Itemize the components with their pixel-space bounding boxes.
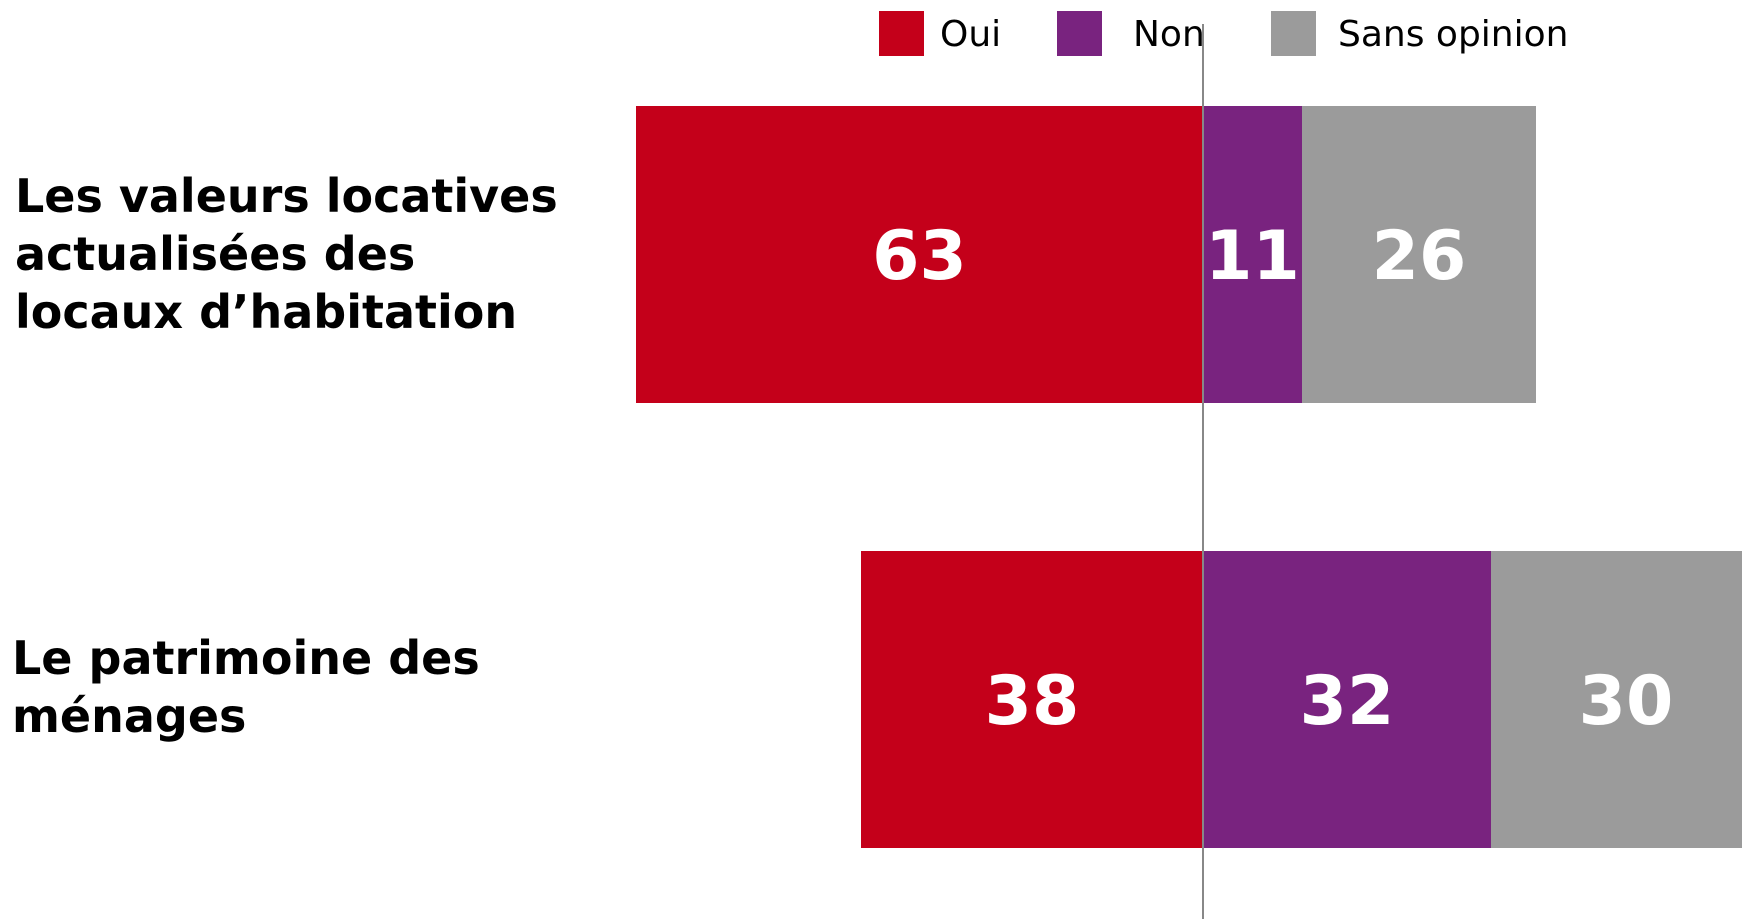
category-label: Le patrimoine des ménages: [12, 631, 480, 743]
bar-segment: [861, 551, 1203, 848]
legend-swatch: [1057, 11, 1102, 56]
value-label: 63: [872, 217, 967, 296]
value-label: 11: [1205, 217, 1300, 296]
bar-segment: [636, 106, 1203, 403]
category-label: Les valeurs locatives actualisées des lo…: [15, 169, 558, 339]
bar-segment: [1203, 106, 1302, 403]
value-label: 26: [1372, 217, 1467, 296]
legend-label: Sans opinion: [1338, 14, 1568, 55]
legend-label: Non: [1133, 14, 1205, 55]
bar-segment: [1302, 106, 1536, 403]
value-label: 30: [1579, 662, 1674, 741]
value-label: 38: [985, 662, 1080, 741]
legend-swatch: [1271, 11, 1316, 56]
legend-label: Oui: [940, 14, 1001, 55]
bar-segment: [1203, 551, 1491, 848]
legend-swatch: [879, 11, 924, 56]
bar-segment: [1491, 551, 1742, 848]
value-label: 32: [1300, 662, 1395, 741]
